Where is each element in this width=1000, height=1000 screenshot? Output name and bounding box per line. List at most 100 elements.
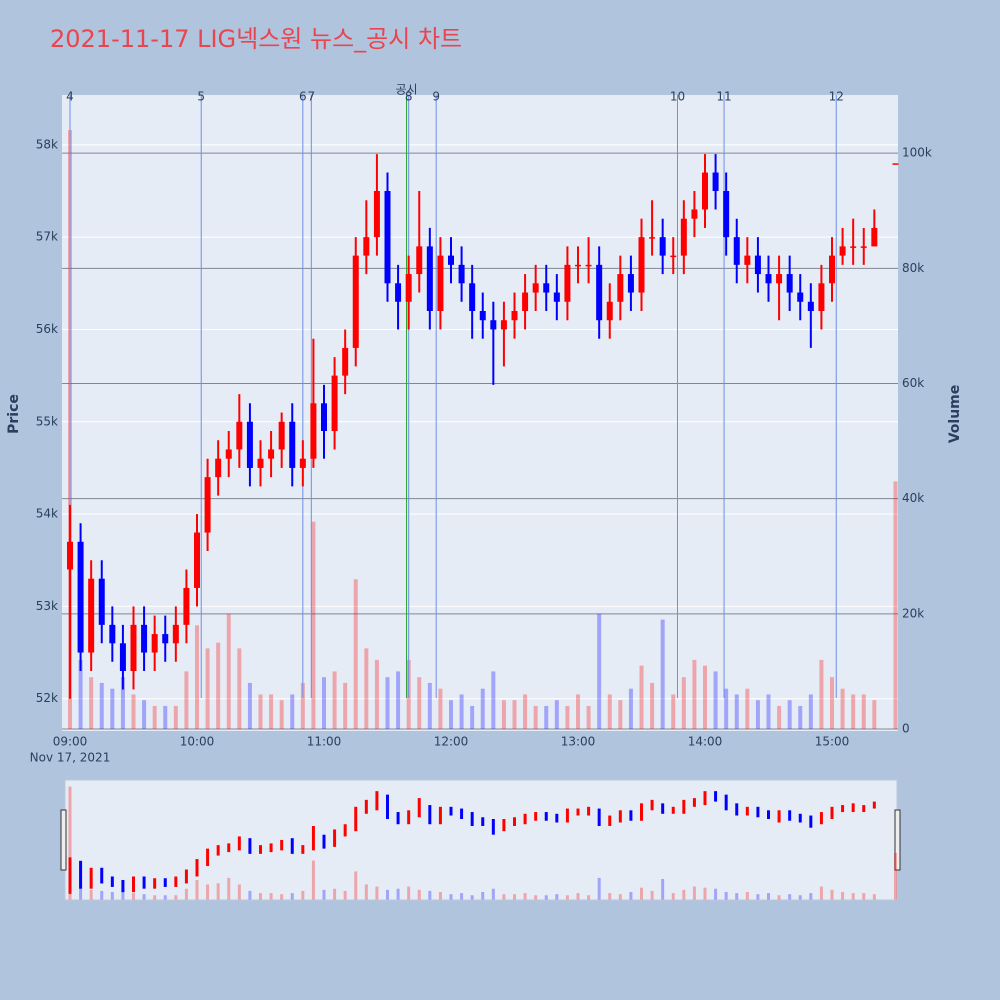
candle-body xyxy=(659,237,666,256)
candle-body xyxy=(194,532,200,588)
slider-volume-bar xyxy=(280,894,284,900)
marker-label: 11 xyxy=(716,90,731,104)
candle-body xyxy=(670,255,677,258)
candle-body xyxy=(712,172,719,191)
slider-volume-bar xyxy=(608,893,612,900)
volume-bar xyxy=(459,694,464,729)
candle-body xyxy=(246,421,253,468)
slider-volume-bar xyxy=(259,893,262,900)
y2-tick-label: 0 xyxy=(902,721,910,735)
candle-body xyxy=(141,624,148,653)
slider-volume-bar xyxy=(565,895,569,900)
candle-body xyxy=(204,477,211,533)
slider-volume-bar xyxy=(110,892,114,900)
slider-volume-bar xyxy=(248,890,252,900)
candle-body xyxy=(723,191,730,238)
slider-volume-bar xyxy=(841,892,845,900)
volume-bar xyxy=(798,705,803,729)
candle-body xyxy=(299,458,306,468)
slider-volume-bar xyxy=(576,893,580,900)
y-tick-label: 53k xyxy=(36,599,58,613)
volume-bar xyxy=(353,579,358,729)
volume-bar xyxy=(618,700,623,729)
candle-body xyxy=(77,541,84,653)
candle-body xyxy=(733,237,740,265)
candle-body xyxy=(490,320,497,330)
x-tick-label: 09:00 xyxy=(53,735,88,749)
candle-body xyxy=(373,191,380,238)
slider-volume-bar xyxy=(195,880,199,900)
y2-tick-label: 20k xyxy=(902,606,924,620)
slider-volume-bar xyxy=(142,894,146,900)
range-handle[interactable] xyxy=(894,809,901,871)
slider-volume-bar xyxy=(449,894,453,900)
slider-volume-bar xyxy=(333,888,337,900)
volume-bar xyxy=(639,665,644,729)
candle-body xyxy=(532,283,539,293)
volume-bar xyxy=(491,671,496,729)
volume-bar xyxy=(152,705,157,729)
y2-axis-title: Volume xyxy=(947,385,963,444)
marker-label: 12 xyxy=(829,90,844,104)
candle-body xyxy=(479,311,486,321)
volume-bar xyxy=(438,688,443,729)
volume-bar xyxy=(322,677,326,729)
y-tick-label: 52k xyxy=(36,691,58,705)
volume-bar xyxy=(681,677,686,729)
marker-label: 4 xyxy=(66,90,74,104)
slider-volume-bar xyxy=(650,890,654,900)
volume-bar xyxy=(660,619,665,729)
slider-volume-bar xyxy=(163,895,167,900)
marker-label: 7 xyxy=(307,90,315,104)
y-tick-label: 56k xyxy=(36,322,58,336)
volume-bar xyxy=(840,688,845,729)
slider-volume-bar xyxy=(671,893,675,900)
volume-bar xyxy=(512,700,517,729)
volume-bar xyxy=(279,700,284,729)
volume-bar xyxy=(216,642,221,729)
slider-volume-bar xyxy=(703,887,707,900)
candle-body xyxy=(268,449,275,459)
slider-volume-bar xyxy=(206,884,210,900)
candle-body xyxy=(850,246,857,248)
slider-volume-bar xyxy=(354,871,358,900)
slider-volume-bar xyxy=(534,895,538,900)
slider-volume-bar xyxy=(68,786,72,900)
candle-body xyxy=(702,172,708,210)
candle-body xyxy=(310,403,317,459)
slider-volume-bar xyxy=(682,889,686,900)
range-handle[interactable] xyxy=(60,809,67,871)
candle-body xyxy=(98,578,105,625)
candle-body xyxy=(405,274,412,302)
volume-bar xyxy=(533,705,538,729)
volume-bar xyxy=(364,648,369,729)
candle-body xyxy=(754,255,761,275)
volume-bar xyxy=(89,677,94,729)
volume-bar xyxy=(343,682,348,729)
slider-volume-bar xyxy=(386,889,389,900)
candle-body xyxy=(289,421,296,468)
volume-bar xyxy=(417,677,422,729)
slider-volume-bar xyxy=(184,888,188,900)
slider-volume-bar xyxy=(269,893,273,900)
candle-body xyxy=(765,274,772,284)
marker-label: 5 xyxy=(197,90,205,104)
slider-volume-bar xyxy=(629,892,633,900)
slider-volume-bar xyxy=(216,883,220,900)
volume-bar xyxy=(142,700,147,729)
candle-body xyxy=(649,237,656,239)
x-tick-label: 13:00 xyxy=(561,735,596,749)
volume-bar xyxy=(163,705,168,729)
volume-bar xyxy=(131,694,136,729)
slider-volume-bar xyxy=(862,893,866,900)
volume-bar xyxy=(311,521,316,729)
slider-volume-bar xyxy=(237,884,241,900)
candle-body xyxy=(638,237,645,293)
marker-label: 9 xyxy=(432,90,440,104)
candle-body xyxy=(680,218,687,256)
slider-volume-bar xyxy=(798,895,802,900)
volume-bar xyxy=(237,648,242,729)
slider-volume-bar xyxy=(714,888,718,900)
volume-bar xyxy=(110,688,115,729)
volume-bar xyxy=(300,682,305,729)
